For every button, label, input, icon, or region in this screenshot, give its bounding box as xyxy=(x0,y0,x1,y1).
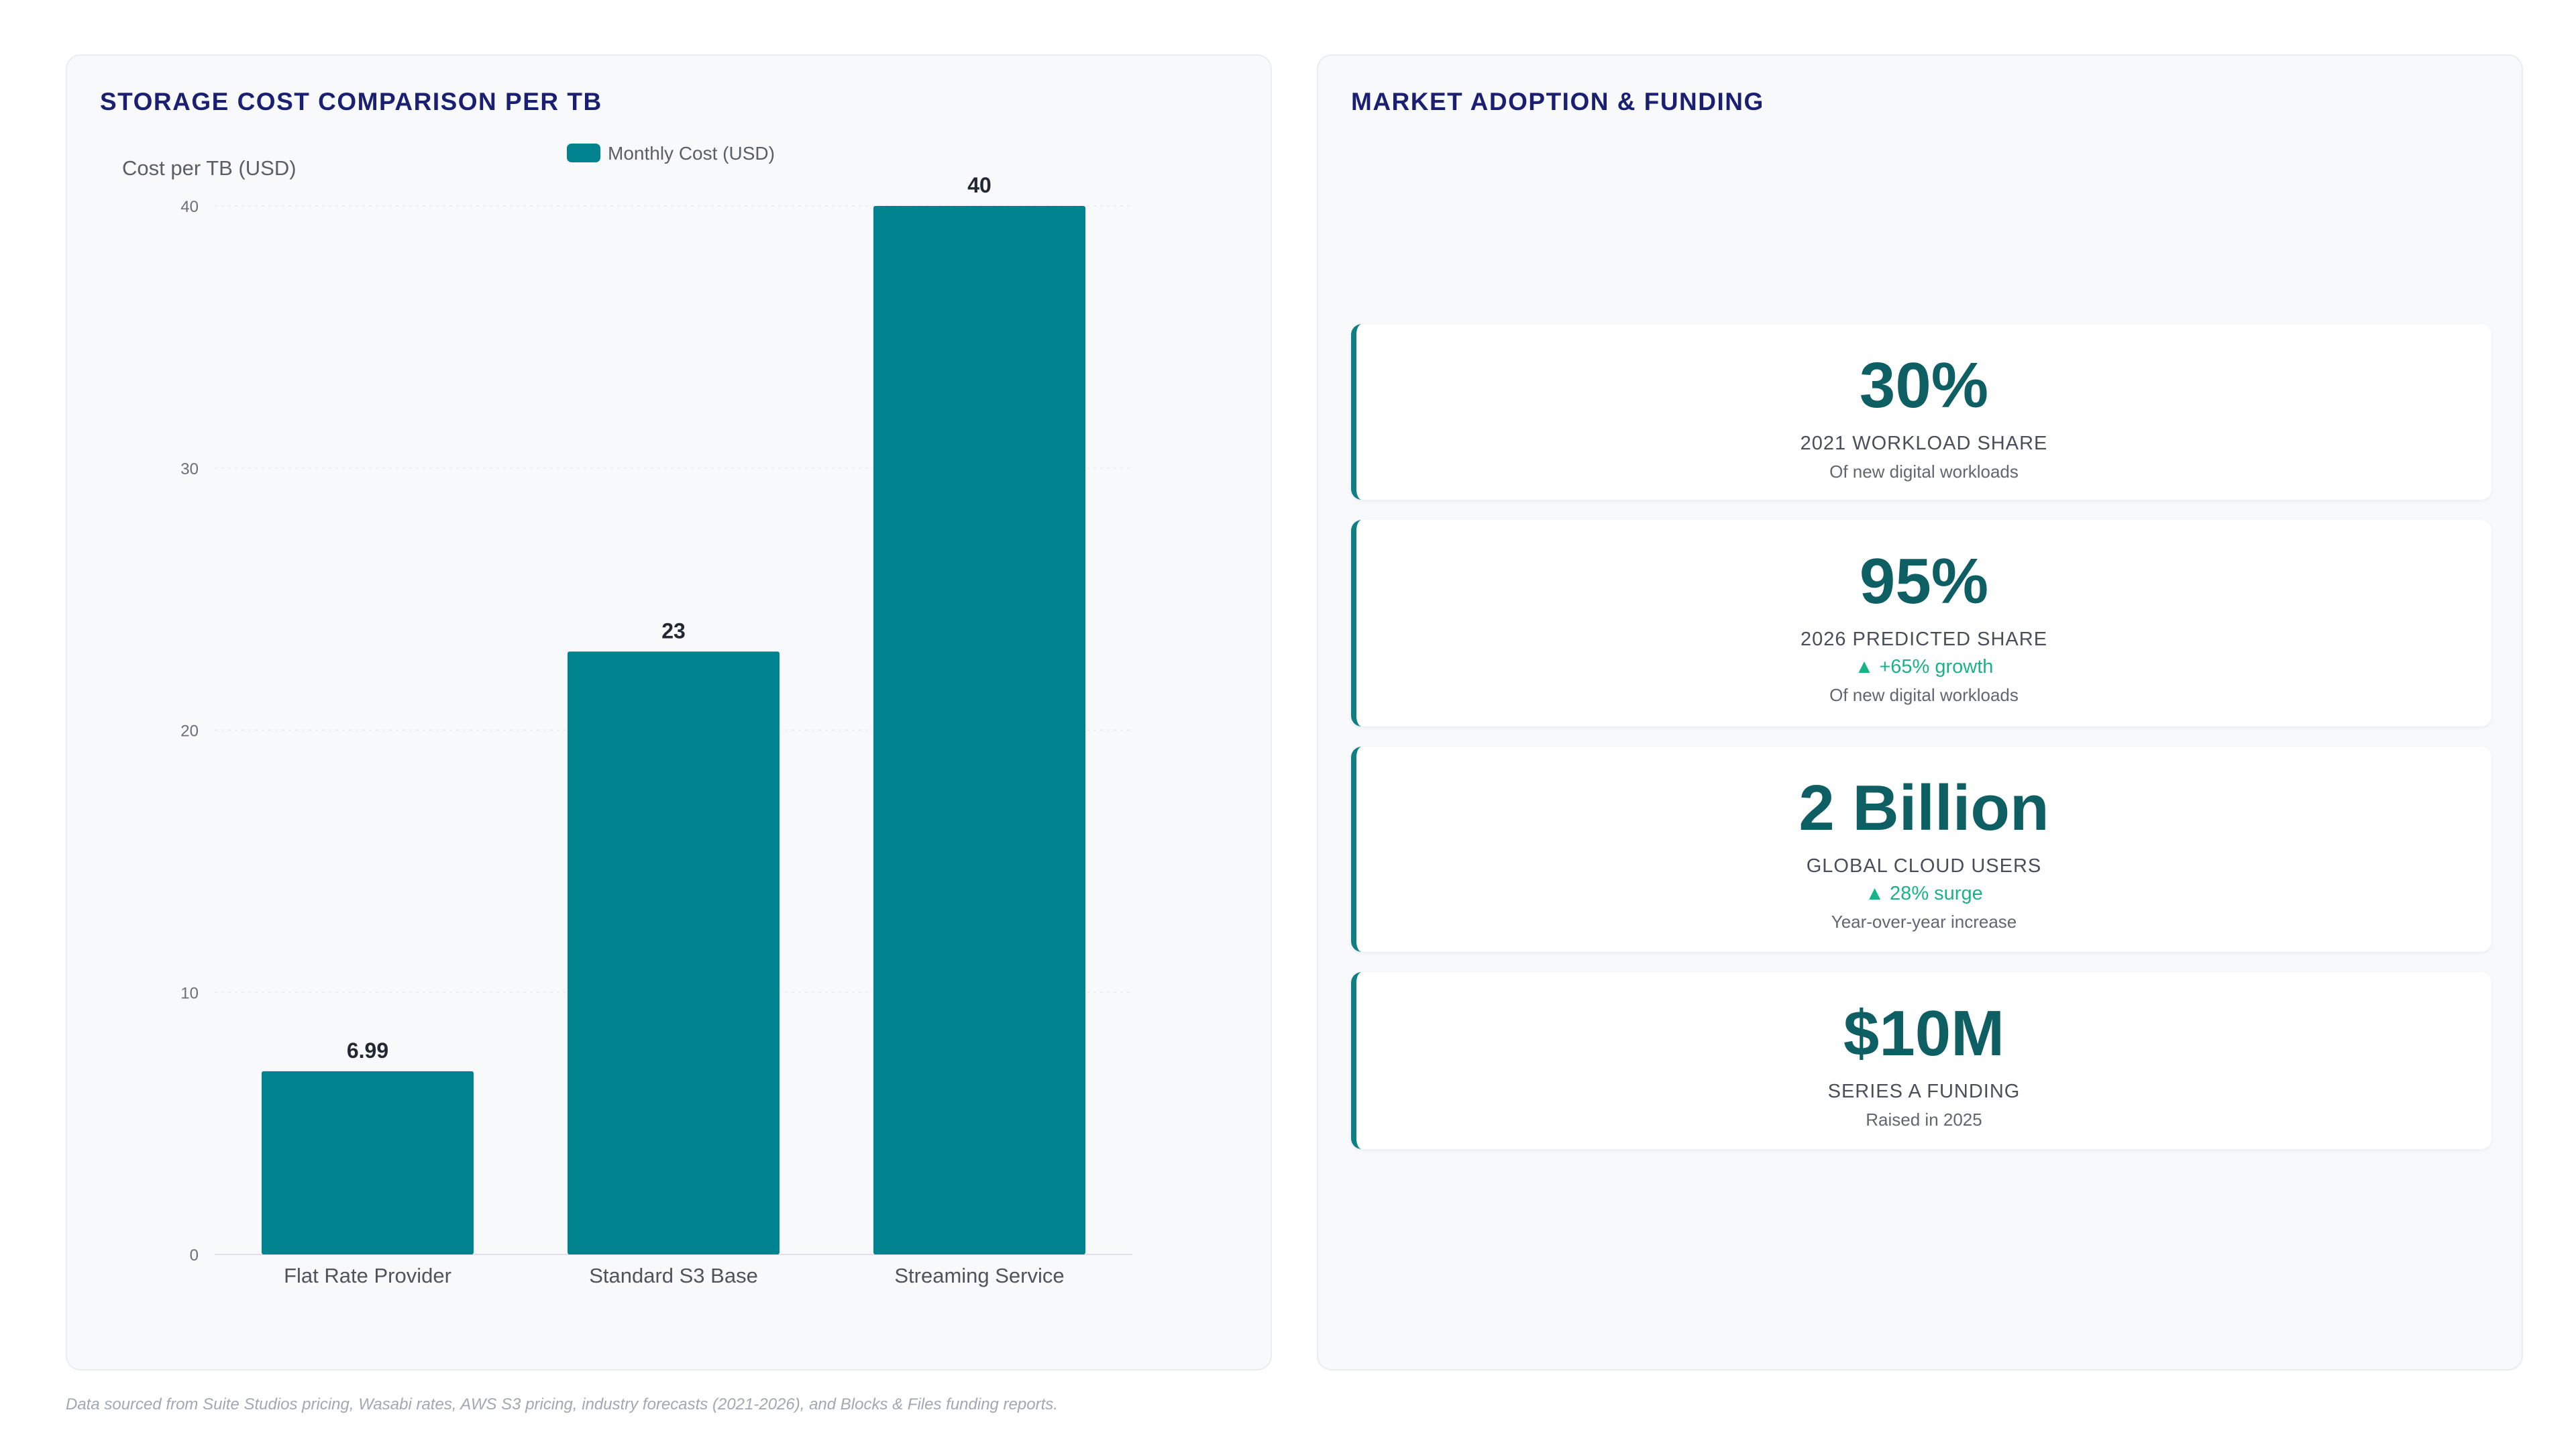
bar-value-label: 23 xyxy=(661,619,686,643)
stat-subtext: Of new digital workloads xyxy=(1829,462,2019,482)
stat-value: 2 Billion xyxy=(1799,772,2049,844)
stat-subtext: Year-over-year increase xyxy=(1831,912,2017,932)
stat-value: 95% xyxy=(1859,545,1989,617)
stat-label: SERIES A FUNDING xyxy=(1827,1081,2021,1102)
stat-label: GLOBAL CLOUD USERS xyxy=(1806,855,2042,877)
bar-value-label: 6.99 xyxy=(347,1038,388,1063)
storage-cost-chart: 0 10 20 30 40 Cost per TB (USD) Monthly Cost (… xyxy=(122,143,1132,1287)
storage-cost-title: STORAGE COST COMPARISON PER TB xyxy=(100,88,602,115)
stat-value: $10M xyxy=(1843,998,2005,1069)
stat-card-list: 30% 2021 WORKLOAD SHARE Of new digital w… xyxy=(1351,324,2491,1169)
y-tick-label: 30 xyxy=(180,460,199,478)
stat-subtext: Raised in 2025 xyxy=(1866,1110,1982,1130)
stat-card-cloud-users: 2 Billion GLOBAL CLOUD USERS ▲ 28% surge… xyxy=(1351,747,2491,952)
y-tick-label: 20 xyxy=(180,722,199,741)
market-adoption-panel: MARKET ADOPTION & FUNDING 30% 2021 WORKL… xyxy=(1317,54,2523,1371)
stat-card-workload-2021: 30% 2021 WORKLOAD SHARE Of new digital w… xyxy=(1351,324,2491,500)
x-tick-label: Flat Rate Provider xyxy=(284,1264,451,1287)
x-tick-label: Streaming Service xyxy=(894,1264,1064,1287)
y-tick-label: 0 xyxy=(190,1246,199,1265)
stat-trend: ▲ +65% growth xyxy=(1854,656,1994,678)
source-footnote: Data sourced from Suite Studios pricing,… xyxy=(66,1395,1058,1413)
market-adoption-title: MARKET ADOPTION & FUNDING xyxy=(1351,88,1764,115)
stat-label: 2021 WORKLOAD SHARE xyxy=(1800,433,2048,454)
x-tick-label: Standard S3 Base xyxy=(589,1264,758,1287)
bar xyxy=(873,206,1085,1254)
bar xyxy=(262,1071,474,1254)
legend-swatch xyxy=(567,144,600,162)
stat-trend: ▲ 28% surge xyxy=(1865,883,1983,904)
legend-label: Monthly Cost (USD) xyxy=(608,143,775,164)
stat-card-predicted-2026: 95% 2026 PREDICTED SHARE ▲ +65% growth O… xyxy=(1351,520,2491,727)
stat-subtext: Of new digital workloads xyxy=(1829,685,2019,705)
y-tick-label: 40 xyxy=(180,198,199,216)
storage-cost-panel: STORAGE COST COMPARISON PER TB 0 10 20 30 40… xyxy=(66,54,1272,1371)
y-tick-label: 10 xyxy=(180,984,199,1002)
bar-value-label: 40 xyxy=(967,173,991,197)
y-axis-label: Cost per TB (USD) xyxy=(122,156,297,180)
stat-label: 2026 PREDICTED SHARE xyxy=(1800,629,2048,650)
bar xyxy=(568,651,780,1254)
stat-card-series-a: $10M SERIES A FUNDING Raised in 2025 xyxy=(1351,972,2491,1149)
stat-value: 30% xyxy=(1859,350,1989,421)
